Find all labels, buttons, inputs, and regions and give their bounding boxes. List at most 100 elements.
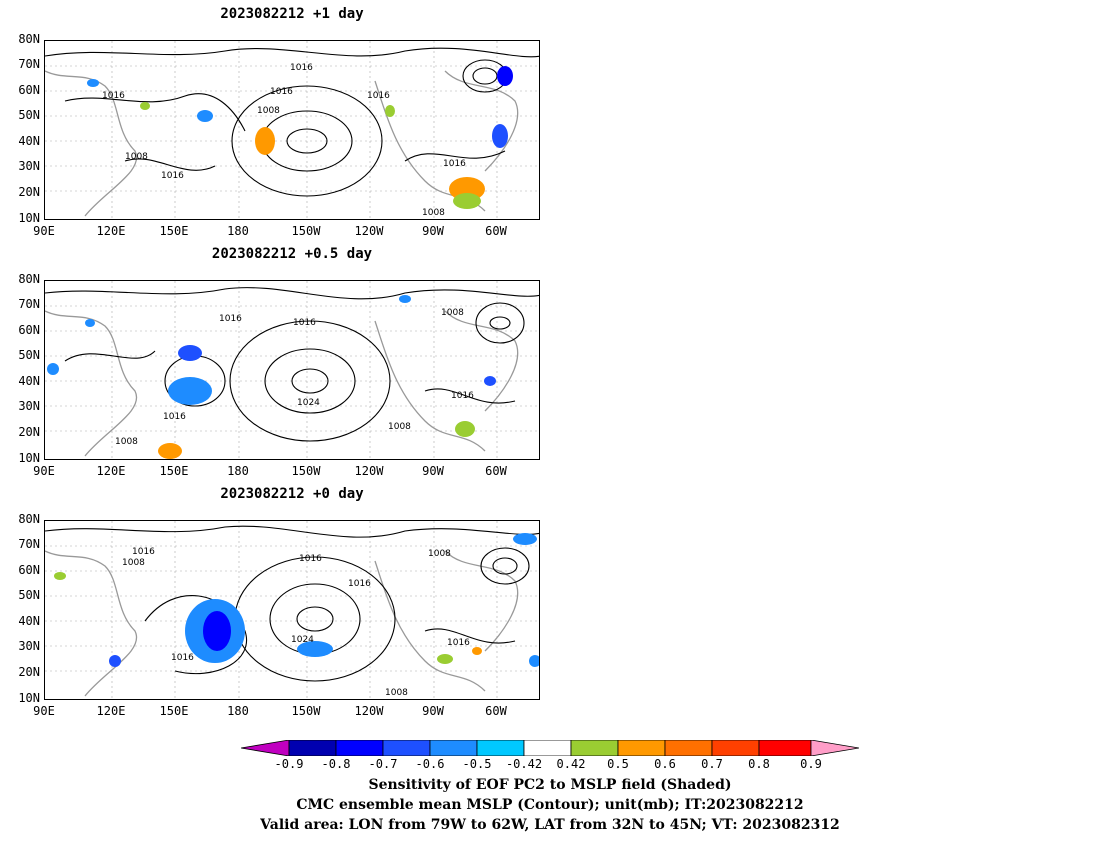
lon-label: 180	[227, 704, 249, 718]
colorbar-label: -0.42	[505, 757, 543, 771]
lon-label: 90E	[33, 464, 55, 478]
lon-label: 180	[227, 464, 249, 478]
contour-label: 1016	[270, 87, 293, 97]
lat-label: 40N	[18, 134, 40, 148]
lon-label: 150W	[291, 704, 321, 718]
panel-2: 2023082212 +0.5 day	[0, 240, 560, 480]
sensitivity-shading	[87, 66, 513, 209]
map-plot: 1016 1016 1008 1024 1016 1016 1008 1008	[45, 281, 539, 459]
contour-label: 1016	[163, 412, 186, 422]
lat-label: 10N	[18, 451, 40, 465]
colorbar-label: 0.42	[556, 757, 586, 771]
lat-label: 20N	[18, 425, 40, 439]
contour-label: 1008	[125, 152, 148, 162]
contour-label: 1016	[451, 391, 474, 401]
contour-label: 1016	[367, 91, 390, 101]
lat-label: 30N	[18, 159, 40, 173]
contour-label: 1008	[122, 558, 145, 568]
lat-label: 80N	[18, 512, 40, 526]
lat-label: 40N	[18, 374, 40, 388]
contour-label: 1016	[102, 91, 125, 101]
map-plot: 1016 1008 1016 1008 1016 1024 1016 1016 …	[45, 521, 539, 699]
colorbar-swatch	[758, 740, 812, 756]
lon-label: 90W	[422, 224, 444, 238]
colorbar-swatch	[476, 740, 525, 756]
colorbar	[241, 740, 859, 756]
colorbar-label: -0.5	[462, 757, 492, 771]
caption-line-3: Valid area: LON from 79W to 62W, LAT fro…	[260, 817, 840, 833]
colorbar-label: 0.8	[748, 757, 770, 771]
lat-label: 50N	[18, 348, 40, 362]
colorbar-label: -0.7	[368, 757, 398, 771]
map-frame: 1016 1016 1008 1024 1016 1016 1008 1008	[44, 280, 540, 460]
colorbar-swatch	[617, 740, 666, 756]
contour-label: 1008	[388, 422, 411, 432]
contour-label: 1008	[385, 688, 408, 698]
lon-label: 120W	[354, 704, 384, 718]
lon-label: 60W	[485, 704, 507, 718]
colorbar-swatch	[241, 740, 290, 756]
contour-label: 1008	[115, 437, 138, 447]
lat-label: 50N	[18, 588, 40, 602]
lat-label: 60N	[18, 323, 40, 337]
colorbar-label: -0.9	[274, 757, 304, 771]
contour-label: 1008	[428, 549, 451, 559]
lat-label: 60N	[18, 563, 40, 577]
lon-label: 150W	[291, 464, 321, 478]
contour-label: 1016	[219, 314, 242, 324]
lon-label: 120E	[96, 464, 126, 478]
contour-label: 1016	[161, 171, 184, 181]
colorbar-swatch	[335, 740, 384, 756]
contour-label: 1016	[171, 653, 194, 663]
lat-label: 40N	[18, 614, 40, 628]
colorbar-swatch	[664, 740, 713, 756]
lon-label: 120E	[96, 224, 126, 238]
contour-label: 1016	[447, 638, 470, 648]
lat-label: 60N	[18, 83, 40, 97]
colorbar-swatch	[810, 740, 859, 756]
colorbar-swatch	[570, 740, 619, 756]
sensitivity-shading	[47, 295, 496, 459]
contour-label: 1008	[422, 208, 445, 218]
lat-label: 30N	[18, 399, 40, 413]
caption-line-1: Sensitivity of EOF PC2 to MSLP field (Sh…	[368, 777, 732, 793]
lon-label: 90E	[33, 224, 55, 238]
colorbar-swatch	[711, 740, 760, 756]
lon-label: 90W	[422, 464, 444, 478]
lat-label: 10N	[18, 691, 40, 705]
colorbar-swatch	[523, 740, 572, 756]
lat-label: 70N	[18, 57, 40, 71]
lon-label: 120W	[354, 224, 384, 238]
contour-label: 1016	[299, 554, 322, 564]
colorbar-label: 0.7	[701, 757, 723, 771]
lat-label: 80N	[18, 272, 40, 286]
lon-label: 150W	[291, 224, 321, 238]
colorbar-label: 0.9	[800, 757, 822, 771]
colorbar-label: 0.5	[607, 757, 629, 771]
lon-label: 150E	[159, 464, 189, 478]
lon-label: 150E	[159, 224, 189, 238]
lon-label: 120E	[96, 704, 126, 718]
colorbar-label: 0.6	[654, 757, 676, 771]
panel-title: 2023082212 +0 day	[220, 486, 364, 502]
colorbar-swatch	[429, 740, 478, 756]
map-plot: 1016 1016 1016 1016 1008 1008 1016 1016 …	[45, 41, 539, 219]
map-frame: 1016 1008 1016 1008 1016 1024 1016 1016 …	[44, 520, 540, 700]
colorbar-label: -0.8	[321, 757, 351, 771]
contour-label: 1008	[257, 106, 280, 116]
contour-label: 1008	[441, 308, 464, 318]
contour-label: 1016	[348, 579, 371, 589]
lat-label: 20N	[18, 665, 40, 679]
lat-label: 20N	[18, 185, 40, 199]
lat-label: 50N	[18, 108, 40, 122]
contour-label: 1016	[290, 63, 313, 73]
colorbar-label: -0.6	[415, 757, 445, 771]
lat-label: 70N	[18, 297, 40, 311]
contour-label: 1016	[293, 318, 316, 328]
panel-1: 2023082212 +1 day	[0, 0, 560, 240]
contour-label: 1024	[297, 398, 320, 408]
colorbar-swatch	[288, 740, 337, 756]
contour-label: 1016	[132, 547, 155, 557]
lon-label: 120W	[354, 464, 384, 478]
caption-line-2: CMC ensemble mean MSLP (Contour); unit(m…	[296, 797, 804, 813]
